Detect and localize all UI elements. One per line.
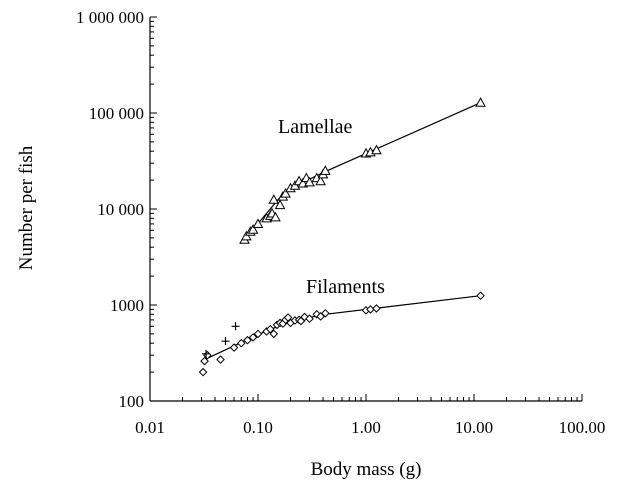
diamond-point [321, 308, 330, 318]
triangle-point [280, 187, 291, 198]
y-axis-ticks: 100 1000 10 000 100 000 1 000 000 [76, 8, 157, 411]
y-tick-label: 1000 [110, 296, 144, 315]
diamond-point [265, 324, 275, 334]
diamond-point [253, 329, 263, 339]
y-tick-label: 10 000 [97, 200, 144, 219]
triangle-point [240, 230, 252, 241]
diamond-point [236, 338, 246, 348]
diamond-point [200, 356, 209, 366]
y-tick-label: 100 [119, 392, 145, 411]
triangle-point [371, 144, 382, 155]
plus-point [231, 322, 240, 331]
plot-frame [149, 17, 582, 402]
triangle-point [315, 175, 326, 186]
triangle-point [274, 199, 286, 210]
x-axis-label: Body mass (g) [311, 459, 422, 480]
x-tick-label: 0.01 [135, 418, 165, 437]
fit-lines [204, 102, 481, 361]
diamond-point [312, 309, 322, 319]
fit-line-diamond [204, 295, 481, 361]
diamond-point [216, 355, 225, 364]
diamond-point [305, 314, 314, 324]
data-points [198, 97, 486, 377]
annotation-filaments: Filaments [306, 276, 385, 298]
y-tick-label: 100 000 [89, 104, 144, 123]
x-tick-label: 100.00 [559, 418, 606, 437]
x-tick-label: 10.00 [455, 418, 493, 437]
triangle-point [270, 211, 281, 222]
x-tick-label: 1.00 [351, 418, 381, 437]
diamond-point [476, 291, 485, 301]
y-axis-label: Number per fish [16, 145, 37, 270]
triangle-point [247, 224, 259, 234]
triangle-point [319, 165, 331, 175]
diamond-point [248, 333, 258, 342]
diamond-point [269, 329, 279, 339]
plus-point [202, 349, 210, 358]
triangle-point [252, 218, 264, 228]
triangle-point [475, 97, 486, 107]
plus-point [221, 337, 230, 346]
diamond-point [229, 343, 239, 352]
diamond-point [243, 335, 252, 345]
y-tick-label: 1 000 000 [76, 8, 144, 27]
diamond-point [198, 367, 208, 377]
x-axis-ticks: 0.01 0.10 1.00 10.00 100.00 [135, 394, 605, 437]
x-tick-label: 0.10 [243, 418, 273, 437]
annotation-lamellae: Lamellae [278, 116, 353, 138]
diamond-point [372, 304, 381, 313]
triangle-point [268, 194, 280, 204]
